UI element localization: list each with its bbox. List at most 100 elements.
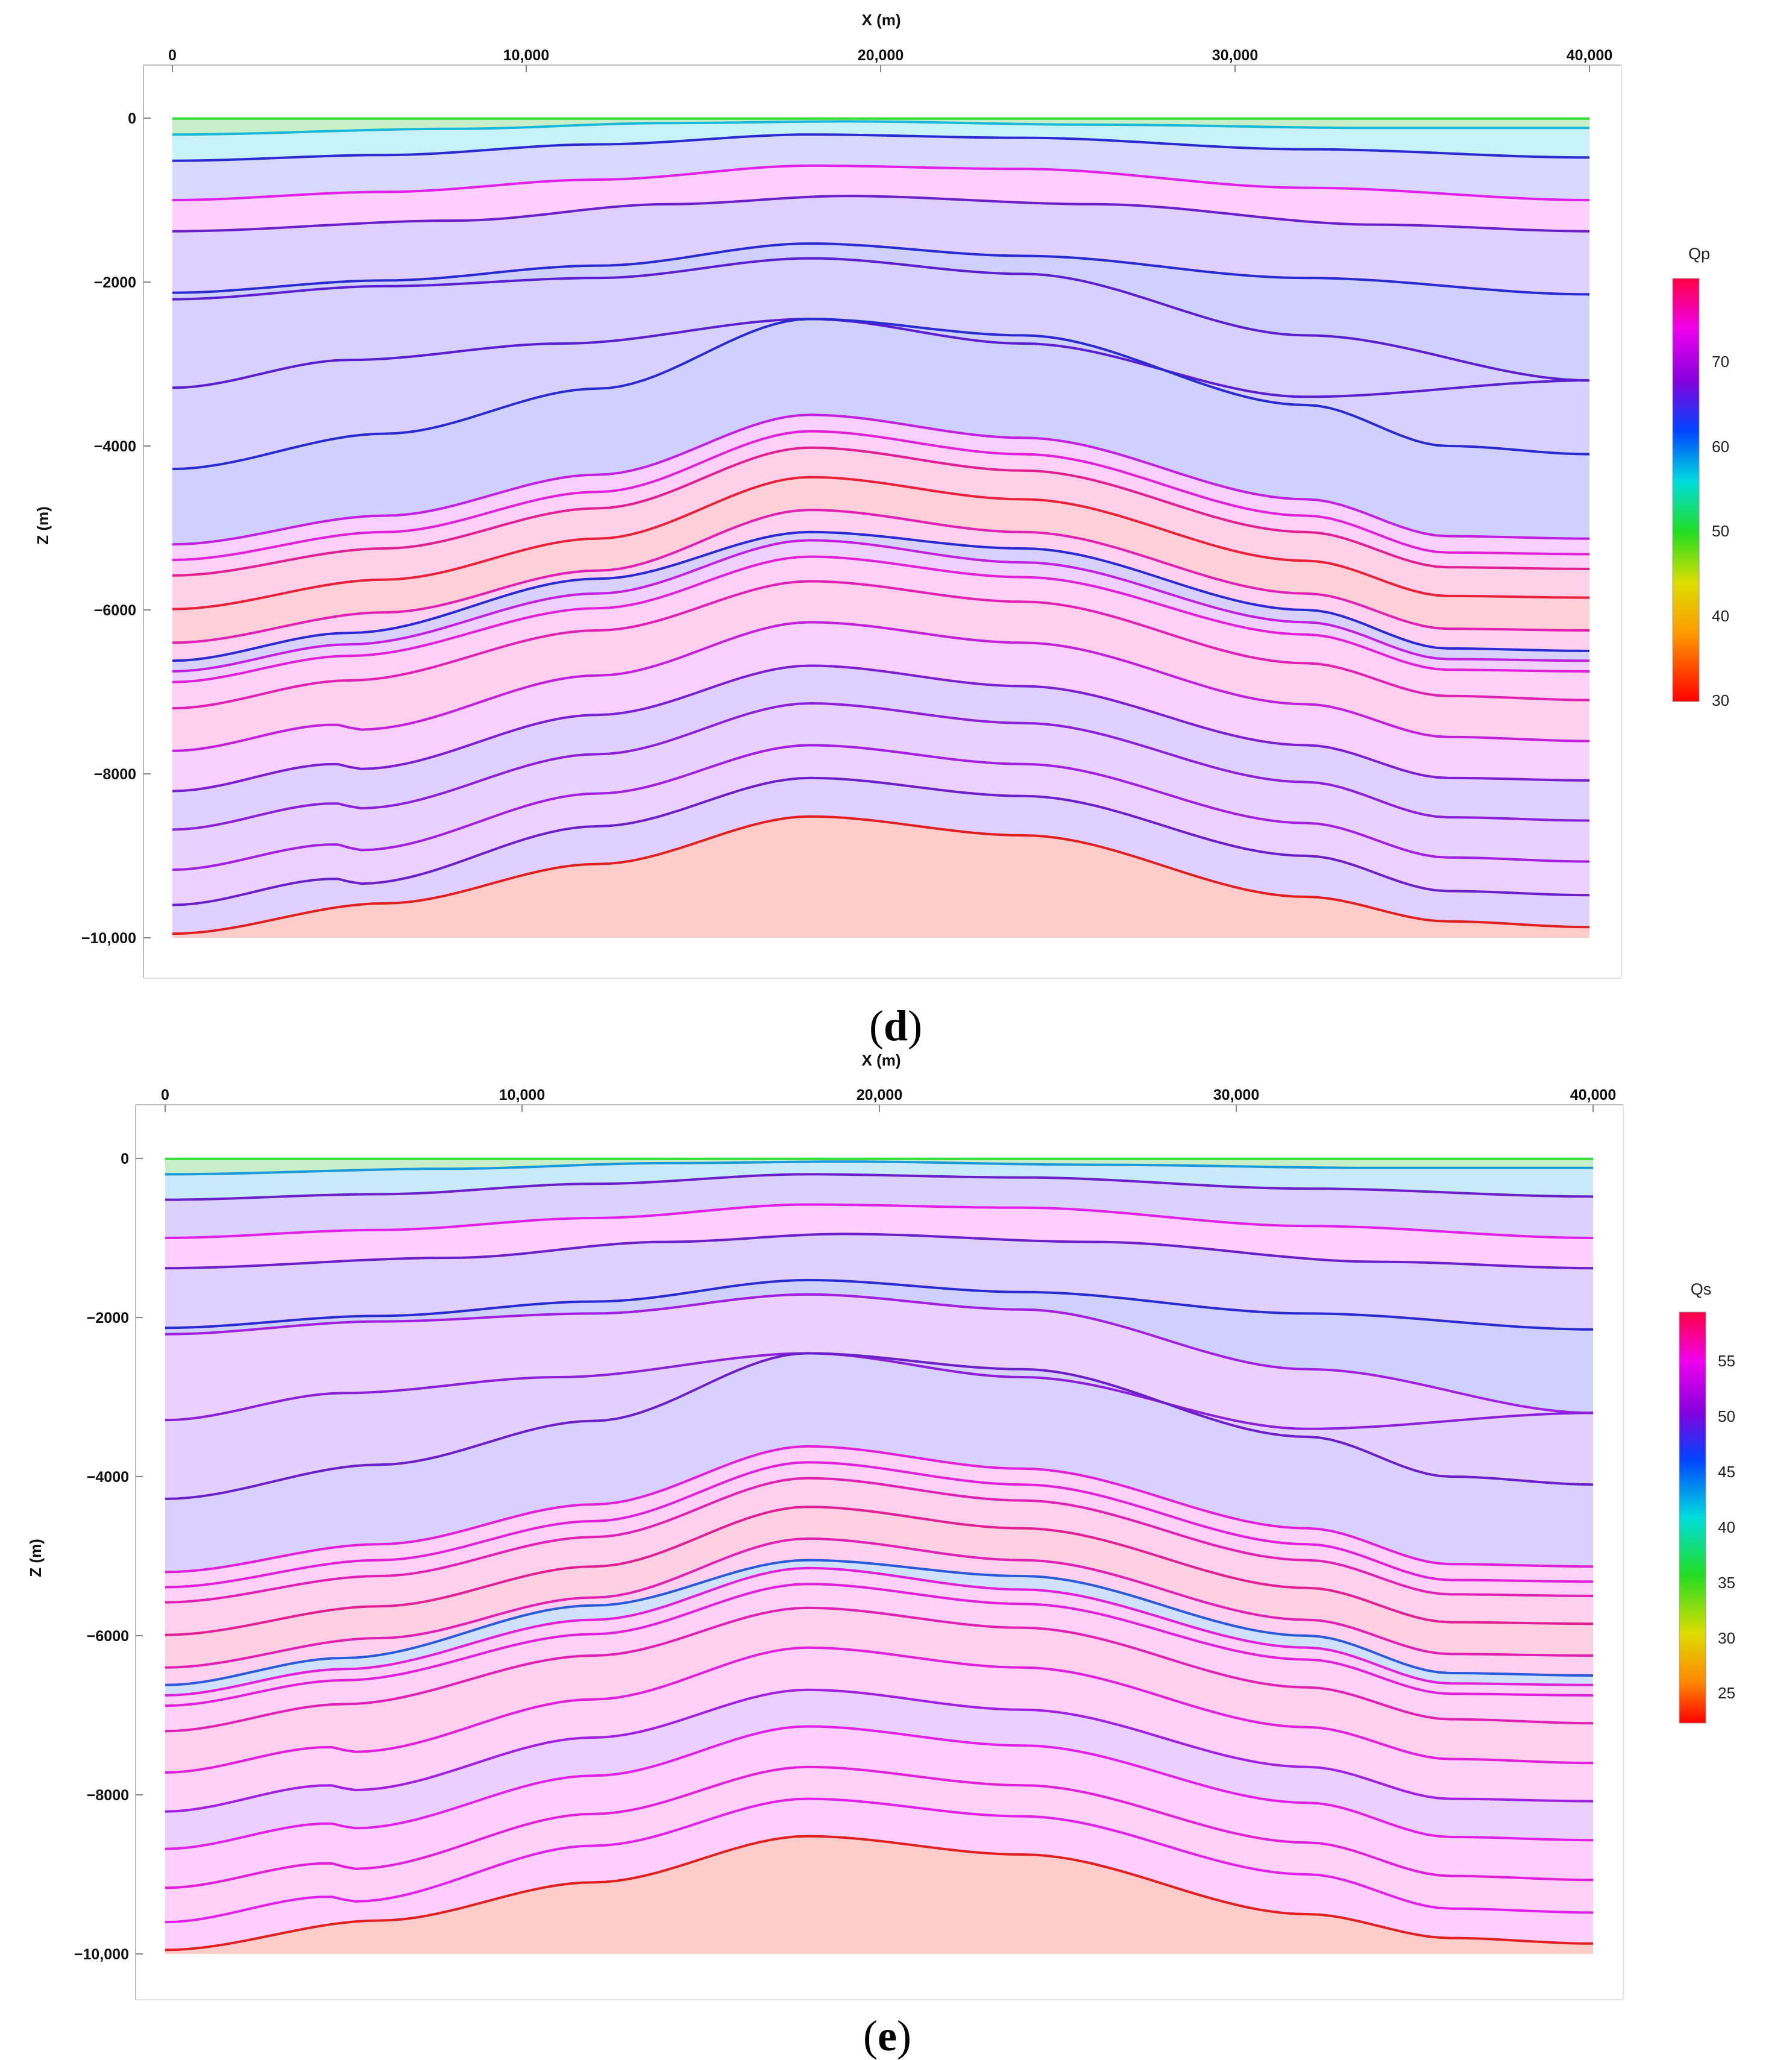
layer-fills (172, 118, 1589, 938)
horizon-lines (172, 117, 1590, 935)
layer-fill-h12 (165, 1507, 1593, 1668)
layer-fill-h7 (172, 319, 1589, 469)
layer-fill-h16 (172, 556, 1589, 709)
y-tick-label: −8000 (87, 1787, 129, 1804)
horizon-line-h7 (172, 318, 1590, 398)
layer-fill-h19 (165, 1689, 1593, 1849)
panel-caption-letter: e (878, 2012, 897, 2060)
horizon-line-h10 (172, 430, 1589, 561)
x-tick-label: 40,000 (1567, 47, 1612, 64)
frame (143, 64, 1622, 979)
horizon-line-h22 (172, 776, 1590, 906)
layer-fill-h17 (165, 1607, 1593, 1773)
x-tick-label: 40,000 (1570, 1087, 1616, 1104)
horizon-line-h10 (165, 1461, 1593, 1589)
horizon-line-h2 (172, 133, 1590, 162)
layer-fill-h9 (172, 415, 1589, 560)
layer-fill-h1 (165, 1161, 1593, 1200)
horizon-lines (165, 1157, 1594, 1952)
colorbar-title: Qs (1691, 1280, 1712, 1298)
y-axis-label: Z (m) (27, 1539, 45, 1577)
horizon-line-h13 (172, 509, 1590, 644)
colorbar-tick-label: 40 (1712, 607, 1729, 625)
y-tick-label: −6000 (87, 1628, 129, 1645)
layer-fill-h11 (165, 1478, 1593, 1635)
colorbar-tick-label: 40 (1718, 1518, 1735, 1536)
layer-fill-h6 (165, 1294, 1593, 1429)
horizon-line-h3 (172, 164, 1590, 201)
horizon-line-h15 (172, 539, 1589, 673)
x-axis-label: X (m) (862, 11, 901, 29)
layer-fill-h6 (172, 258, 1589, 397)
layer-fill-h8 (172, 319, 1589, 545)
horizon-line-h15 (165, 1566, 1593, 1697)
horizon-line-h21 (165, 1765, 1594, 1889)
layer-fill-h19 (172, 665, 1589, 830)
layer-fill-h17 (172, 581, 1589, 751)
horizon-line-h17 (172, 580, 1590, 710)
x-tick-label: 30,000 (1213, 1087, 1259, 1104)
colorbar-title: Qp (1688, 245, 1710, 263)
layer-fill-h8 (165, 1353, 1593, 1572)
panel-d: X (m) Z (m) 0 10,000 20,000 30,000 40,00… (34, 11, 1729, 1050)
layer-fill-h13 (165, 1539, 1593, 1685)
layer-fill-h1 (172, 121, 1589, 161)
y-tick-label: −10,000 (81, 930, 136, 947)
x-tick-label: 0 (168, 47, 177, 64)
layer-fill-h13 (172, 510, 1589, 661)
panel-e: X (m) Z (m) 0 10,000 20,000 30,000 40,00… (27, 1051, 1735, 2060)
horizon-line-h23 (172, 815, 1590, 935)
layer-fill-h5 (172, 243, 1589, 381)
horizon-line-h4 (165, 1233, 1594, 1270)
horizon-line-h21 (172, 744, 1590, 871)
y-tick-label: −10,000 (74, 1946, 129, 1963)
panel-caption: (e) (863, 2012, 911, 2060)
horizon-line-h20 (165, 1725, 1594, 1850)
colorbar-tick-label: 60 (1712, 438, 1729, 456)
layer-fill-h0 (172, 118, 1589, 135)
horizon-line-h1 (172, 120, 1589, 136)
horizon-line-h20 (172, 702, 1590, 831)
layer-fill-h10 (165, 1462, 1593, 1603)
x-tick-label: 20,000 (858, 47, 904, 64)
x-tick-label: 10,000 (499, 1087, 545, 1104)
layer-fill-h9 (165, 1446, 1593, 1587)
colorbar-tick-label: 50 (1718, 1407, 1735, 1425)
horizon-line-h4 (172, 195, 1590, 233)
layer-fill-h15 (165, 1568, 1593, 1706)
horizon-line-h16 (172, 555, 1590, 683)
horizon-line-h22 (165, 1797, 1594, 1924)
horizon-line-h9 (165, 1445, 1594, 1574)
horizon-line-h12 (172, 476, 1590, 611)
layer-fill-h5 (165, 1280, 1593, 1413)
horizon-line-h12 (165, 1506, 1594, 1636)
horizon-line-h8 (165, 1352, 1594, 1500)
horizon-line-h17 (165, 1606, 1594, 1733)
layer-fill-h14 (172, 532, 1589, 671)
horizon-line-h5 (165, 1279, 1594, 1331)
layer-fill-h3 (172, 165, 1589, 231)
layer-fill-h11 (172, 447, 1589, 609)
layer-fill-h7 (165, 1353, 1593, 1499)
y-axis: 0 −2000 −4000 −6000 −8000 −10,000 (81, 110, 151, 947)
horizon-line-h2 (165, 1173, 1594, 1201)
y-tick-label: 0 (128, 110, 136, 127)
horizon-line-h18 (172, 621, 1590, 752)
horizon-line-h6 (165, 1293, 1594, 1415)
x-axis: 0 10,000 20,000 30,000 40,000 (161, 1087, 1616, 1112)
layer-fills (165, 1158, 1593, 1954)
layer-fill-h10 (172, 431, 1589, 576)
horizon-line-h18 (165, 1646, 1594, 1774)
layer-fill-h23 (172, 816, 1589, 938)
colorbar-qs: Qs 25 30 35 40 45 50 55 (1679, 1280, 1735, 1724)
colorbar-ramp (1672, 278, 1700, 702)
panel-caption-letter: d (884, 1002, 908, 1050)
layer-fill-h16 (165, 1584, 1593, 1732)
layer-fill-h3 (165, 1204, 1593, 1269)
layer-fill-h20 (172, 703, 1589, 870)
layer-fill-h4 (172, 196, 1589, 295)
layer-fill-h20 (165, 1726, 1593, 1888)
x-axis: 0 10,000 20,000 30,000 40,000 (168, 47, 1612, 72)
x-axis-label: X (m) (862, 1051, 901, 1069)
